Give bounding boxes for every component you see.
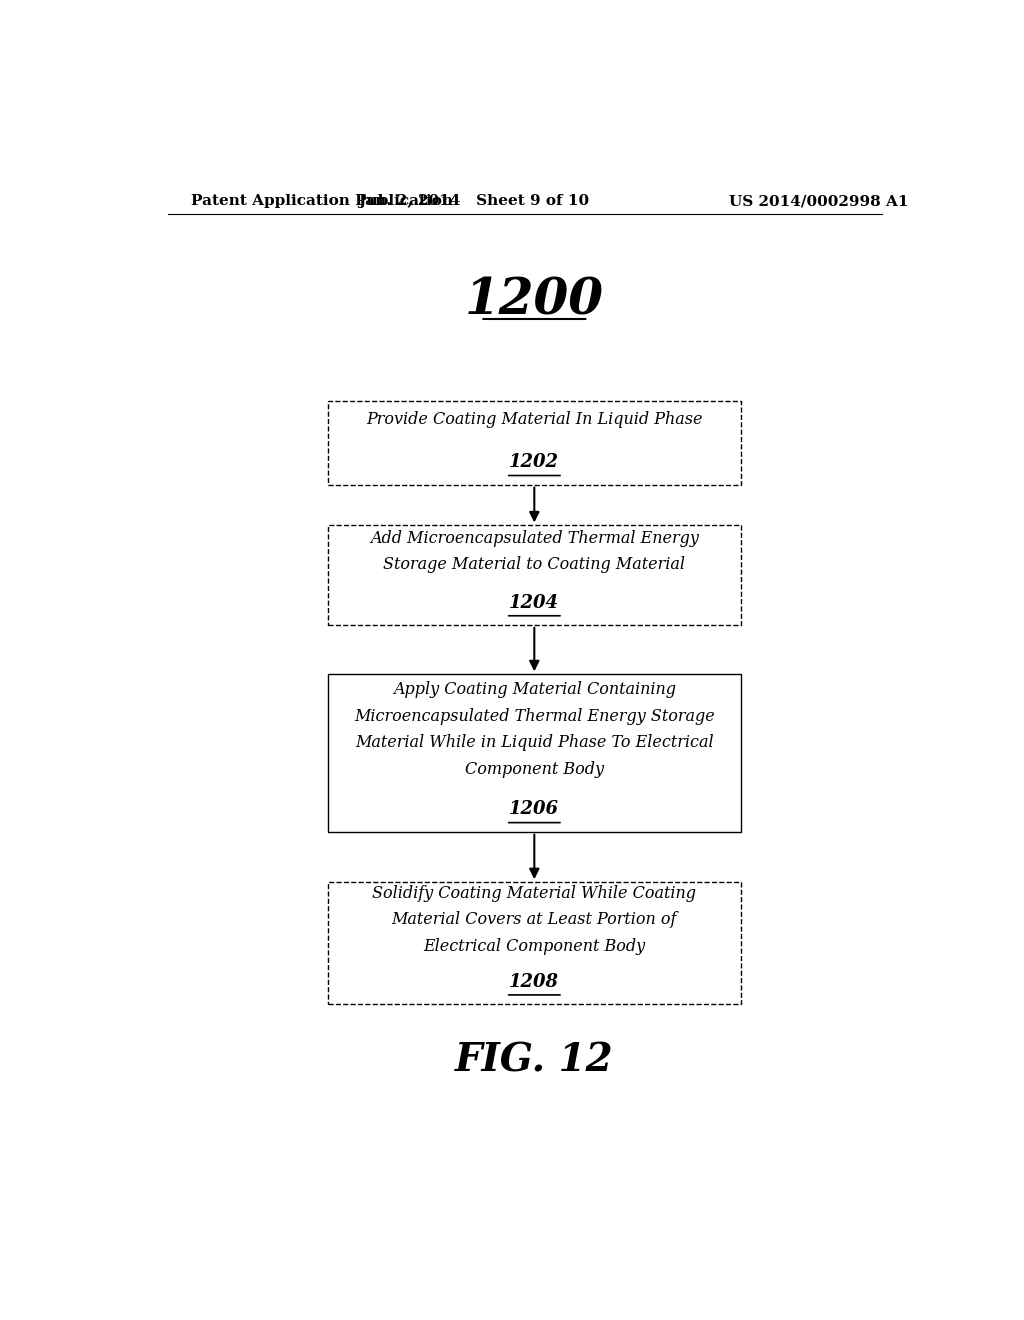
FancyBboxPatch shape — [328, 525, 740, 624]
Text: Component Body: Component Body — [465, 760, 604, 777]
Text: 1204: 1204 — [509, 594, 559, 611]
Text: 1208: 1208 — [509, 973, 559, 991]
FancyBboxPatch shape — [328, 401, 740, 484]
Text: Electrical Component Body: Electrical Component Body — [423, 937, 645, 954]
Text: Material While in Liquid Phase To Electrical: Material While in Liquid Phase To Electr… — [355, 734, 714, 751]
Text: US 2014/0002998 A1: US 2014/0002998 A1 — [729, 194, 908, 209]
Text: Solidify Coating Material While Coating: Solidify Coating Material While Coating — [373, 884, 696, 902]
Text: Provide Coating Material In Liquid Phase: Provide Coating Material In Liquid Phase — [366, 411, 702, 428]
Text: Apply Coating Material Containing: Apply Coating Material Containing — [393, 681, 676, 698]
Text: Patent Application Publication: Patent Application Publication — [191, 194, 454, 209]
Text: Add Microencapsulated Thermal Energy: Add Microencapsulated Thermal Energy — [370, 531, 698, 546]
FancyBboxPatch shape — [328, 675, 740, 832]
Text: FIG. 12: FIG. 12 — [455, 1041, 613, 1080]
Text: 1200: 1200 — [465, 276, 604, 325]
Text: 1202: 1202 — [509, 453, 559, 471]
Text: Material Covers at Least Portion of: Material Covers at Least Portion of — [391, 911, 677, 928]
FancyBboxPatch shape — [328, 882, 740, 1005]
Text: Microencapsulated Thermal Energy Storage: Microencapsulated Thermal Energy Storage — [354, 708, 715, 725]
Text: Storage Material to Coating Material: Storage Material to Coating Material — [383, 557, 685, 573]
Text: Jan. 2, 2014   Sheet 9 of 10: Jan. 2, 2014 Sheet 9 of 10 — [357, 194, 589, 209]
Text: 1206: 1206 — [509, 800, 559, 818]
